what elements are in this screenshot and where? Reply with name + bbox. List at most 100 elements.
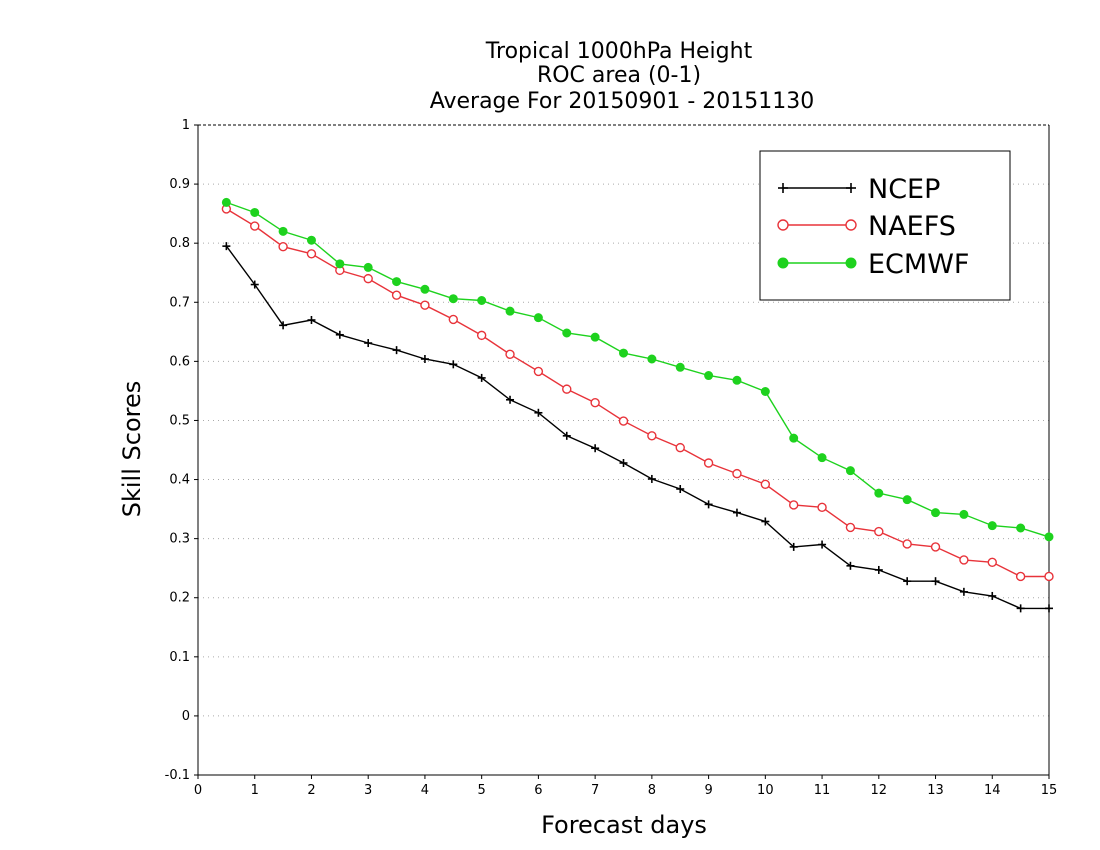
x-tick-label: 8: [648, 783, 656, 798]
data-point-plus: [732, 508, 741, 517]
data-point-filled-circle: [477, 296, 487, 305]
data-point-open-circle: [874, 526, 884, 537]
data-point-plus: [420, 355, 429, 363]
data-point-open-circle: [675, 442, 685, 453]
data-point-open-circle: [562, 384, 572, 394]
data-point-plus: [307, 316, 316, 324]
data-point-open-circle: [845, 522, 856, 533]
x-axis-ticks: 0 1 2 3 4 5 6 7 8 9 10 11 12 13 14 15: [194, 775, 1057, 798]
legend: NCEP NAEFS ECMWF: [759, 150, 1011, 301]
data-point-filled-circle: [619, 348, 628, 358]
data-point-open-circle: [1015, 571, 1026, 582]
legend-item-ecmwf: ECMWF: [777, 249, 969, 280]
y-tick-label: 0.6: [169, 354, 190, 369]
legend-label: NAEFS: [868, 211, 956, 242]
series-lines: [221, 197, 1054, 613]
data-point-plus: [818, 540, 827, 549]
y-tick-label: 0: [182, 709, 190, 724]
data-point-plus: [778, 183, 788, 193]
chart-title-line-2: ROC area (0-1): [537, 63, 701, 88]
data-point-open-circle: [1044, 571, 1054, 582]
data-point-filled-circle: [732, 375, 742, 385]
data-point-plus: [591, 444, 600, 453]
data-point-open-circle: [420, 300, 430, 310]
data-point-open-circle: [448, 314, 458, 325]
data-point-open-circle: [618, 416, 629, 426]
chart-title-line-1: Tropical 1000hPa Height: [485, 39, 753, 64]
data-point-plus: [647, 474, 656, 483]
data-point-filled-circle: [760, 387, 770, 396]
y-tick-label: 0.4: [169, 473, 190, 488]
data-point-open-circle: [533, 366, 544, 377]
data-point-open-circle: [476, 330, 487, 341]
x-tick-label: 0: [194, 783, 202, 798]
data-point-filled-circle: [335, 259, 345, 269]
data-point-filled-circle: [874, 488, 884, 498]
data-point-open-circle: [505, 349, 515, 359]
series-line-ncep: [225, 245, 1049, 610]
data-point-open-circle: [250, 221, 260, 231]
data-point-plus: [676, 485, 685, 493]
legend-item-naefs: NAEFS: [777, 211, 956, 242]
data-point-filled-circle: [789, 433, 799, 443]
data-point-filled-circle: [221, 197, 231, 207]
x-tick-label: 11: [814, 783, 831, 798]
data-point-filled-circle: [562, 328, 572, 338]
data-point-filled-circle: [931, 508, 941, 518]
series-ncep: [222, 242, 1053, 613]
data-point-filled-circle: [505, 306, 515, 316]
data-point-open-circle: [278, 242, 288, 252]
x-tick-label: 4: [421, 783, 429, 798]
data-point-filled-circle: [1044, 532, 1054, 542]
x-tick-label: 7: [591, 783, 599, 798]
series-line-ecmwf: [226, 201, 1050, 538]
series-naefs: [221, 204, 1054, 582]
series-ecmwf: [221, 197, 1054, 542]
y-tick-label: 0.8: [169, 236, 190, 251]
x-tick-label: 6: [534, 783, 542, 798]
y-tick-label: 1: [182, 118, 190, 133]
data-point-filled-circle: [987, 521, 997, 531]
data-point-plus: [250, 280, 259, 289]
data-point-filled-circle: [363, 262, 373, 272]
data-point-plus: [874, 565, 883, 574]
data-point-open-circle: [777, 219, 789, 231]
legend-label: ECMWF: [868, 249, 969, 280]
data-point-filled-circle: [777, 257, 789, 269]
data-point-filled-circle: [420, 284, 430, 294]
data-point-filled-circle: [1016, 523, 1026, 533]
data-point-plus: [279, 321, 288, 330]
data-point-filled-circle: [647, 354, 657, 364]
data-point-filled-circle: [817, 453, 827, 463]
x-tick-label: 12: [871, 783, 888, 798]
x-axis-label: Forecast days: [541, 811, 707, 839]
y-axis-ticks: -0.1 0 0.1 0.2 0.3 0.4 0.5 0.6 0.7 0.8 0.9 1: [165, 118, 198, 783]
data-point-plus: [364, 339, 373, 348]
data-point-filled-circle: [902, 495, 912, 505]
data-point-open-circle: [845, 219, 857, 231]
x-tick-label: 10: [757, 783, 774, 798]
data-point-plus: [534, 408, 543, 417]
data-point-filled-circle: [704, 371, 714, 381]
data-point-plus: [704, 500, 713, 509]
data-point-open-circle: [391, 290, 402, 300]
data-point-plus: [846, 183, 856, 193]
x-tick-label: 5: [478, 783, 486, 798]
data-point-open-circle: [732, 468, 742, 479]
data-point-plus: [959, 587, 968, 596]
data-point-filled-circle: [448, 294, 458, 304]
chart-title-line-3: Average For 20150901 - 20151130: [430, 89, 815, 114]
legend-label: NCEP: [868, 174, 940, 205]
legend-item-ncep: NCEP: [778, 174, 940, 205]
y-tick-label: 0.2: [169, 591, 190, 606]
data-point-filled-circle: [278, 226, 288, 236]
data-point-open-circle: [590, 398, 600, 408]
data-point-plus: [789, 542, 798, 551]
x-tick-label: 13: [927, 783, 944, 798]
y-tick-label: 0.7: [169, 295, 190, 310]
x-tick-label: 9: [704, 783, 712, 798]
data-point-open-circle: [647, 431, 657, 441]
data-point-open-circle: [959, 555, 969, 565]
data-point-plus: [619, 459, 628, 467]
data-point-plus: [846, 561, 855, 570]
